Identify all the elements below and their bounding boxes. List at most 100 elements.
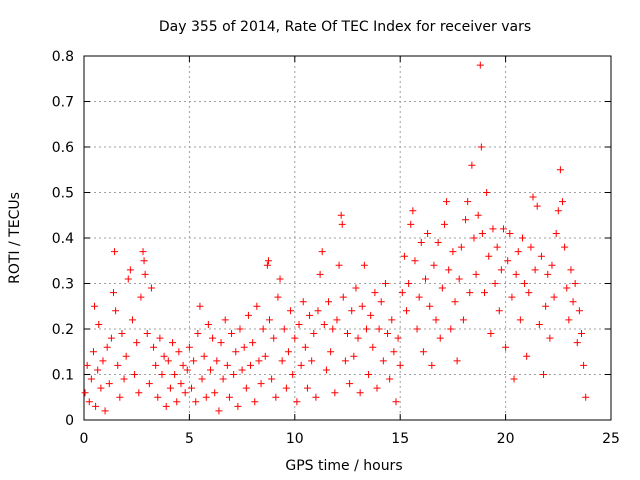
data-point xyxy=(354,334,362,342)
data-point xyxy=(405,280,413,287)
data-point xyxy=(495,307,503,315)
data-point xyxy=(377,298,385,306)
data-point xyxy=(126,266,134,274)
data-point xyxy=(445,266,453,274)
data-point xyxy=(525,289,533,297)
data-point xyxy=(350,352,358,360)
data-point xyxy=(443,198,451,206)
data-point xyxy=(356,389,364,397)
data-point xyxy=(112,307,120,315)
data-point xyxy=(457,243,465,251)
data-point xyxy=(438,284,446,292)
data-point xyxy=(122,352,130,360)
data-point xyxy=(419,348,427,356)
data-point xyxy=(474,211,482,219)
data-point xyxy=(415,293,423,301)
data-point xyxy=(234,402,242,410)
data-point xyxy=(398,289,406,297)
grid-lines xyxy=(84,56,611,420)
data-point xyxy=(183,366,191,374)
data-point xyxy=(346,380,354,388)
data-point xyxy=(409,207,417,215)
data-point xyxy=(158,371,166,378)
data-point xyxy=(202,393,210,401)
data-point xyxy=(470,234,478,242)
data-point xyxy=(299,298,307,306)
data-point xyxy=(238,366,246,374)
data-point xyxy=(95,320,103,328)
data-point xyxy=(219,375,227,383)
axis-ticks: 0 5 10 15 20 25 0 0.1 0.2 0.3 0.4 0.5 0.6 0.7 0.8 xyxy=(52,49,620,447)
data-point xyxy=(537,252,545,260)
data-point xyxy=(373,384,381,392)
data-point xyxy=(289,371,297,378)
data-point xyxy=(440,220,448,228)
data-point xyxy=(303,384,311,392)
data-point xyxy=(247,361,255,369)
data-point xyxy=(411,257,419,265)
data-point xyxy=(141,270,149,278)
data-point xyxy=(556,166,564,174)
data-point xyxy=(264,257,272,265)
y-tick-label: 0.6 xyxy=(52,140,74,156)
data-point xyxy=(97,384,105,392)
data-point xyxy=(396,361,404,369)
x-axis-label: GPS time / hours xyxy=(285,458,402,474)
data-point xyxy=(381,280,389,287)
data-point xyxy=(384,330,392,338)
data-point xyxy=(430,261,438,269)
data-point xyxy=(107,334,115,342)
data-point xyxy=(103,343,111,351)
data-point xyxy=(111,248,119,256)
x-tick-label: 20 xyxy=(497,431,515,447)
data-point xyxy=(181,389,189,397)
data-point xyxy=(451,298,459,306)
data-point xyxy=(466,289,474,297)
data-point xyxy=(280,325,288,333)
data-point xyxy=(529,193,537,201)
data-points xyxy=(81,61,590,415)
chart-title: Day 355 of 2014, Rate Of TEC Index for r… xyxy=(159,19,531,35)
x-tick-label: 25 xyxy=(602,431,620,447)
data-point xyxy=(481,289,489,297)
data-point xyxy=(251,398,259,406)
data-point xyxy=(255,357,263,365)
data-point xyxy=(204,320,212,328)
data-point xyxy=(514,248,522,256)
data-point xyxy=(487,330,495,338)
data-point xyxy=(253,302,261,310)
y-tick-label: 0.8 xyxy=(52,49,74,65)
data-point xyxy=(580,361,588,369)
data-point xyxy=(502,343,510,351)
data-point xyxy=(447,325,455,333)
data-point xyxy=(301,343,309,351)
data-point xyxy=(472,270,480,278)
data-point xyxy=(124,275,132,283)
data-point xyxy=(331,389,339,397)
data-point xyxy=(143,330,151,338)
data-point xyxy=(424,229,432,237)
data-point xyxy=(306,311,314,319)
data-point xyxy=(325,298,333,306)
data-point xyxy=(192,398,200,406)
data-point xyxy=(338,220,346,228)
data-point xyxy=(567,266,575,274)
data-point xyxy=(160,352,168,360)
data-point xyxy=(83,361,91,369)
data-point xyxy=(521,280,529,287)
data-point xyxy=(569,298,577,306)
data-point xyxy=(462,216,470,224)
data-point xyxy=(386,375,394,383)
data-point xyxy=(137,293,145,301)
data-point xyxy=(263,261,271,269)
data-point xyxy=(314,307,322,315)
x-tick-label: 0 xyxy=(80,431,89,447)
data-point xyxy=(223,361,231,369)
x-tick-label: 15 xyxy=(391,431,409,447)
data-point xyxy=(268,375,276,383)
data-point xyxy=(571,280,579,287)
data-point xyxy=(535,320,543,328)
data-point xyxy=(337,211,345,219)
data-point xyxy=(257,380,265,388)
data-point xyxy=(542,302,550,310)
